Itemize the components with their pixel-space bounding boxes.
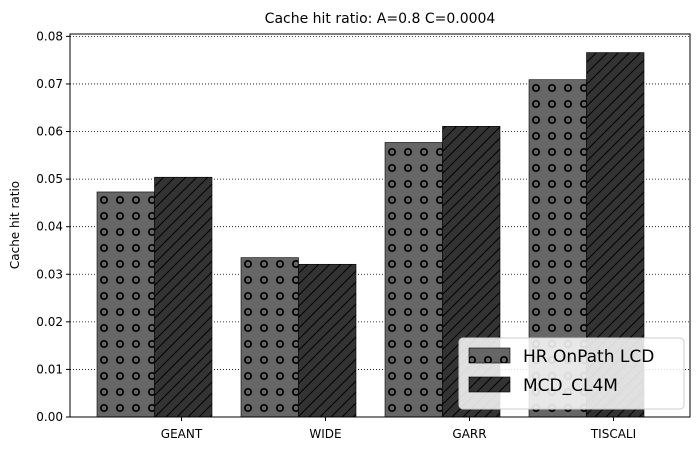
y-tick-label: 0.03 [36, 267, 63, 281]
y-tick-label: 0.06 [36, 125, 63, 139]
bar-hr-onpath-lcd-garr [384, 142, 443, 418]
legend-swatch-hr-onpath-lcd [468, 347, 511, 364]
y-tick-label: 0.00 [36, 410, 63, 424]
legend-box [458, 337, 685, 410]
y-tick-label: 0.02 [36, 315, 63, 329]
y-tick-label: 0.07 [36, 77, 63, 91]
y-tick-label: 0.01 [36, 362, 63, 376]
y-ticks: 0.00 0.01 0.02 0.03 0.04 0.05 0.06 0.07 0.08 [36, 29, 70, 424]
bar-mcd-cl4m-wide [298, 263, 357, 418]
legend-swatch-mcd-cl4m [468, 376, 511, 393]
x-tick-label: TISCALI [590, 427, 636, 441]
legend-label-mcd-cl4m: MCD_CL4M [523, 376, 618, 396]
y-tick-label: 0.04 [36, 220, 63, 234]
y-tick-label: 0.08 [36, 29, 63, 43]
x-ticks: GEANT WIDE GARR TISCALI [161, 417, 636, 441]
y-tick-label: 0.05 [36, 172, 63, 186]
bar-hr-onpath-lcd-geant [96, 191, 155, 418]
x-tick-label: GEANT [161, 427, 203, 441]
plot-frame [69, 33, 691, 418]
chart-title: Cache hit ratio: A=0.8 C=0.0004 [265, 11, 496, 27]
bar-mcd-cl4m-geant [154, 176, 213, 418]
x-tick-label: GARR [452, 427, 486, 441]
y-axis-label: Cache hit ratio [8, 181, 22, 269]
legend-label-hr-onpath-lcd: HR OnPath LCD [523, 347, 654, 367]
bar-hr-onpath-lcd-wide [240, 257, 299, 418]
x-tick-label: WIDE [309, 427, 341, 441]
legend: HR OnPath LCD MCD_CL4M [458, 337, 685, 410]
